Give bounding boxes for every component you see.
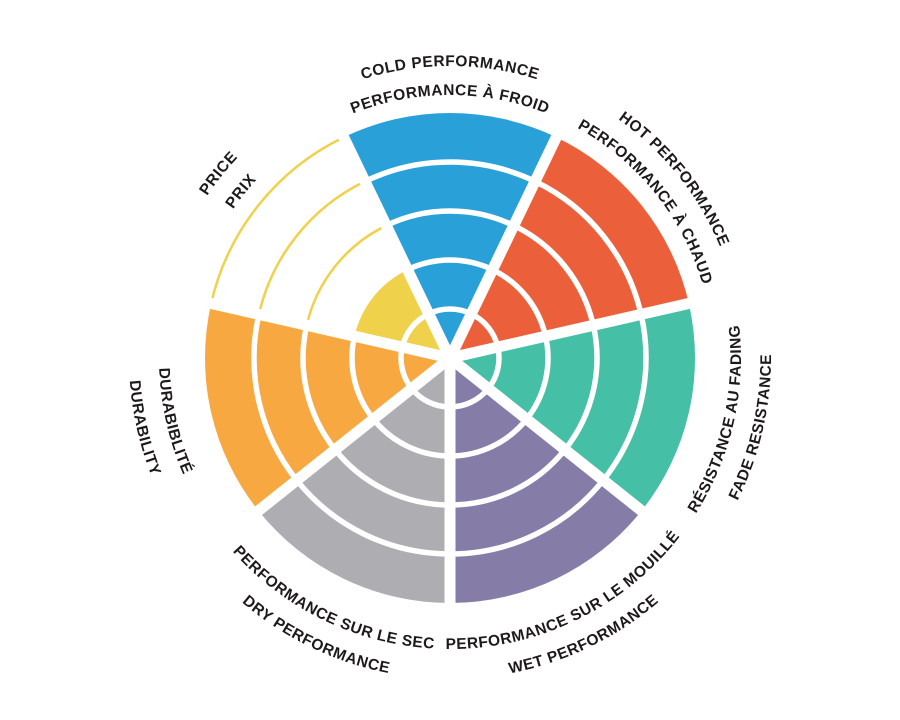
sector-price-label-fr-text: PRIX [222, 171, 259, 212]
sector-durability-label-fr-text: DURABIBLITÉ [155, 367, 195, 476]
sector-boundary-line [448, 296, 696, 364]
sector-hot-fill [450, 137, 689, 358]
sector-cold-label-fr-text: PERFORMANCE À FROID [348, 82, 551, 117]
sector-fade-ring-separator [562, 324, 600, 452]
sector-price-outline-arc [305, 224, 387, 326]
sector-cold-ring-separator [406, 257, 494, 273]
sector-wet-ring-separator [449, 417, 529, 459]
sector-cold-ring-separator [363, 159, 537, 184]
sector-fade-fill [450, 303, 696, 511]
sector-dry-ring-separator [371, 417, 451, 459]
sector-cold-fill [343, 112, 557, 358]
sector-wet-ring-separator [449, 478, 606, 557]
sector-fade-ring-separator [601, 313, 649, 482]
sector-boundary-line [336, 129, 455, 361]
sector-cold-ring-separator [385, 208, 515, 229]
sector-cold-label-en: COLD PERFORMANCE [359, 53, 541, 83]
sector-hot-ring-separator [512, 223, 596, 326]
sector-hot-ring-separator [533, 178, 644, 316]
sector-price-outline-arc [209, 136, 345, 304]
sector-dry-ring-separator [332, 447, 451, 508]
sector-wet-ring-separator [449, 447, 568, 508]
sector-cold-label-en-text: COLD PERFORMANCE [359, 53, 541, 83]
sector-durability-ring-separator [349, 335, 376, 421]
sector-price-fill [354, 269, 450, 358]
sector-boundary-line [445, 129, 564, 361]
sector-price-label-fr: PRIX [222, 171, 259, 212]
sector-boundary-line [446, 353, 650, 519]
sector-durability-ring-separator [251, 313, 299, 482]
sector-durability-label-fr: DURABIBLITÉ [155, 367, 195, 476]
sector-cold-label-fr: PERFORMANCE À FROID [348, 82, 551, 117]
unfilled-outline-arcs-layer [209, 136, 387, 326]
sector-boundary-line [250, 353, 454, 519]
sector-dry-ring-separator [294, 478, 451, 557]
sector-fills-layer [204, 112, 696, 603]
sector-boundary-line [204, 296, 452, 364]
sector-fade-ring-separator [524, 335, 551, 421]
sector-durability-ring-separator [300, 324, 338, 452]
sector-wet-fill [450, 358, 642, 603]
sector-dry-fill [258, 358, 450, 603]
sector-hot-ring-separator [491, 267, 549, 337]
sector-durability-fill [204, 303, 450, 511]
sector-boundaries-layer [204, 129, 696, 609]
sector-price-outline-arc [257, 180, 366, 315]
